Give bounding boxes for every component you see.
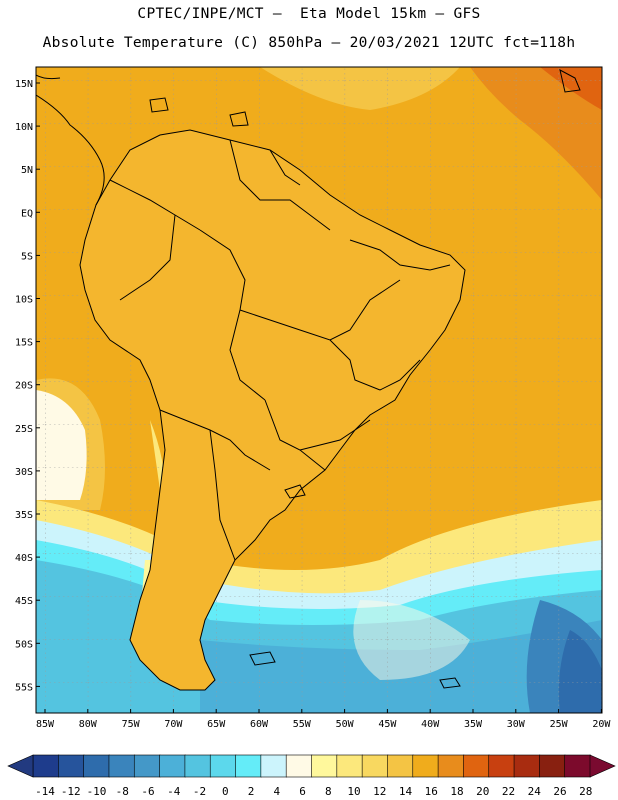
colorbar-swatch [32, 754, 60, 778]
lon-tick-label: 60W [250, 719, 269, 730]
lon-tick-label: 20W [592, 719, 611, 730]
colorbar-swatch [58, 754, 85, 778]
colorbar-label: 10 [347, 785, 360, 798]
lat-tick-label: 25S [15, 424, 33, 435]
colorbar-label: 26 [553, 785, 566, 798]
lat-tick-label: 55S [15, 682, 33, 693]
colorbar-label: 4 [273, 785, 280, 798]
lat-tick-label: 15S [15, 338, 33, 349]
colorbar-label: -8 [116, 785, 129, 798]
lon-tick-label: 65W [207, 719, 226, 730]
colorbar-swatch [83, 754, 110, 778]
map-frame [35, 66, 603, 714]
colorbar-label: 8 [325, 785, 332, 798]
colorbar-label: 0 [222, 785, 229, 798]
colorbar-label: 14 [399, 785, 413, 798]
colorbar-swatch [539, 754, 566, 778]
lon-axis: 85W 80W 75W 70W 65W 60W 55W 50W 45W 40W 35W 30W 25W 2… [36, 709, 611, 730]
title-model: CPTEC/INPE/MCT — Eta Model 15km — GFS [137, 6, 481, 22]
colorbar-swatch [513, 754, 541, 778]
colorbar-label: -2 [193, 785, 206, 798]
colorbar-label: 6 [299, 785, 306, 798]
colorbar-swatch [311, 754, 338, 778]
lon-tick-label: 35W [464, 719, 483, 730]
lat-tick-label: 15N [15, 79, 33, 90]
colorbar-label: 12 [373, 785, 386, 798]
lon-tick-label: 55W [293, 719, 312, 730]
lon-tick-label: 75W [122, 719, 141, 730]
colorbar-swatch [184, 754, 212, 778]
colorbar-swatch [463, 754, 490, 778]
colorbar-swatch [133, 754, 161, 778]
colorbar-swatch [260, 754, 287, 778]
lat-tick-label: 40S [15, 553, 33, 564]
lon-tick-label: 25W [550, 719, 569, 730]
lon-tick-label: 80W [79, 719, 98, 730]
lon-tick-label: 45W [378, 719, 397, 730]
colorbar-swatch [361, 754, 389, 778]
lat-tick-label: 5N [21, 165, 33, 176]
colorbar-swatch [336, 754, 363, 778]
colorbar-label: 28 [579, 785, 592, 798]
lon-tick-label: 40W [421, 719, 440, 730]
colorbar-min-arrow [7, 754, 34, 778]
colorbar-swatch [437, 754, 465, 778]
colorbar-swatch [285, 754, 313, 778]
lat-tick-label: 10S [15, 295, 33, 306]
colorbar-label: 18 [450, 785, 463, 798]
map-borders [36, 69, 581, 691]
lat-tick-label: 10N [15, 122, 33, 133]
colorbar-label: -14 [35, 785, 55, 798]
colorbar-max-arrow [589, 754, 616, 778]
colorbar-label: -10 [87, 785, 107, 798]
colorbar-label: 24 [528, 785, 542, 798]
lat-axis: 15N 10N 5N EQ 5S 10S 15S 20S 25S 30S 35S 40S 45S 50S 5… [15, 79, 40, 693]
lon-tick-label: 50W [336, 719, 355, 730]
colorbar-swatch [209, 754, 237, 778]
colorbar-swatch [387, 754, 414, 778]
lat-tick-label: EQ [21, 208, 33, 219]
title-variable: Absolute Temperature (C) 850hPa — 20/03/… [42, 35, 576, 51]
colorbar: -14 -12 -10 -8 -6 -4 -2 0 2 4 6 8 10 12 14 16 18 20 22 24 26… [7, 754, 616, 798]
lon-tick-label: 70W [164, 719, 183, 730]
lat-tick-label: 50S [15, 639, 33, 650]
colorbar-swatch [235, 754, 262, 778]
colorbar-label: -4 [167, 785, 181, 798]
colorbar-label: 2 [248, 785, 255, 798]
colorbar-label: -6 [141, 785, 154, 798]
map-field [36, 67, 602, 713]
colorbar-label: 22 [502, 785, 515, 798]
lat-tick-label: 5S [21, 251, 33, 262]
colorbar-label: 20 [476, 785, 489, 798]
colorbar-swatch [108, 754, 136, 778]
lat-tick-label: 20S [15, 381, 33, 392]
colorbar-swatch [564, 754, 591, 778]
colorbar-swatch [412, 754, 439, 778]
lat-tick-label: 30S [15, 467, 33, 478]
lon-tick-label: 30W [507, 719, 526, 730]
colorbar-label: 16 [425, 785, 438, 798]
colorbar-swatch [488, 754, 515, 778]
lat-tick-label: 45S [15, 596, 33, 607]
lon-tick-label: 85W [36, 719, 55, 730]
colorbar-label: -12 [61, 785, 81, 798]
colorbar-swatch [159, 754, 186, 778]
lat-tick-label: 35S [15, 510, 33, 521]
